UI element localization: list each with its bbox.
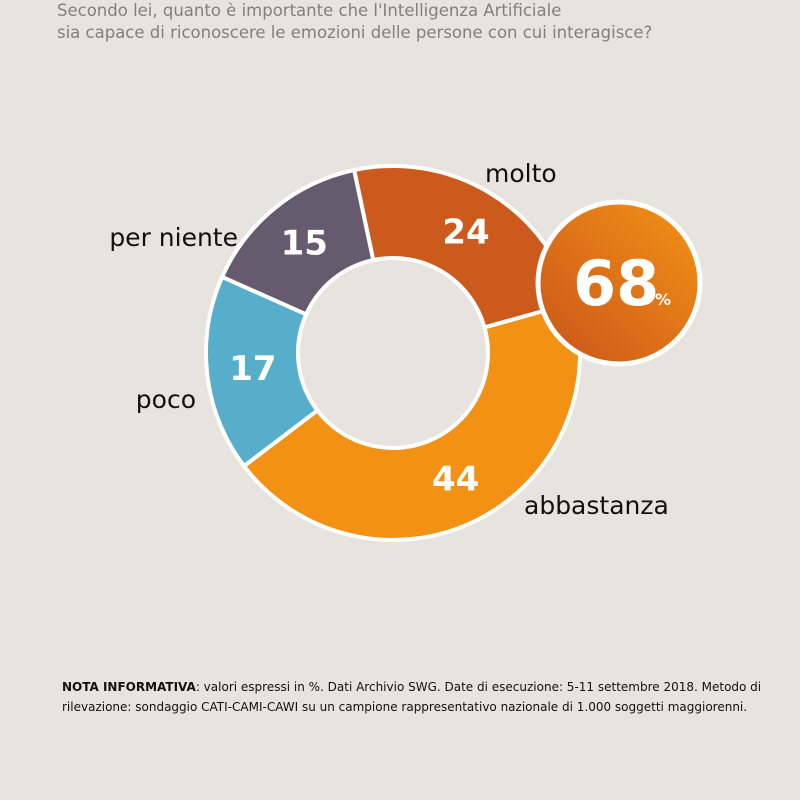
slice-category-label: molto [485, 159, 557, 188]
donut-slices [204, 164, 582, 542]
note-text: : valori espressi in %. Dati Archivio SW… [62, 680, 762, 714]
slice-category-label: per niente [109, 223, 238, 252]
total-badge: 68% [535, 199, 703, 367]
slice-value-label: 24 [442, 212, 489, 252]
note-label: NOTA INFORMATIVA [62, 680, 196, 694]
total-badge-value: 68 [573, 247, 659, 320]
slice-value-label: 15 [281, 223, 328, 263]
total-badge-unit: % [655, 290, 671, 309]
chart-title: Secondo lei, quanto è importante che l'I… [57, 0, 777, 44]
slice-category-labels: molto abbastanza poco per niente [109, 159, 669, 520]
slice-abbastanza [242, 300, 582, 542]
slice-value-label: 44 [432, 459, 479, 499]
slice-poco [204, 274, 320, 469]
slice-category-label: poco [136, 385, 196, 414]
slice-value-label: 17 [229, 349, 276, 389]
info-note: NOTA INFORMATIVA: valori espressi in %. … [62, 677, 782, 717]
slice-category-label: abbastanza [524, 491, 669, 520]
slice-value-labels: 24 44 17 15 [229, 212, 489, 499]
chart-title-line-1: Secondo lei, quanto è importante che l'I… [57, 1, 562, 20]
slice-per-niente [220, 168, 376, 317]
chart-title-line-2: sia capace di riconoscere le emozioni de… [57, 23, 653, 42]
total-badge-circle [535, 199, 703, 367]
